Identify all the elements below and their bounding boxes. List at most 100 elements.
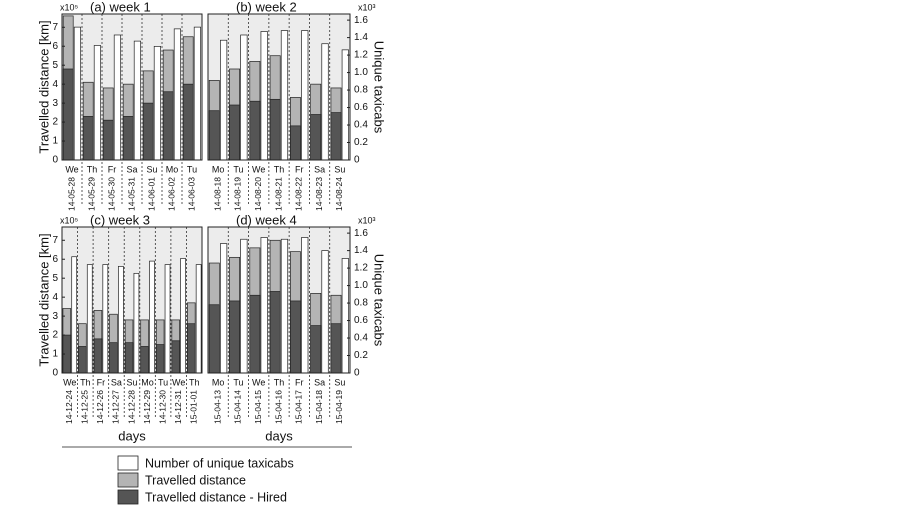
day-label: Mo bbox=[166, 164, 179, 174]
y-tick-label: 5 bbox=[52, 60, 58, 71]
taxicab-bar bbox=[133, 40, 141, 161]
date-label: 14-06-03 bbox=[186, 177, 196, 211]
date-label: 14-08-19 bbox=[233, 177, 243, 211]
legend-label: Travelled distance - Hired bbox=[145, 490, 287, 504]
date-label: 14-12-25 bbox=[80, 390, 90, 424]
hired-bar bbox=[290, 300, 301, 374]
y2-tick-label: 0.4 bbox=[354, 120, 368, 131]
day-label: Th bbox=[87, 164, 98, 174]
day-label: We bbox=[252, 377, 265, 387]
panel-title: (a) week 1 bbox=[90, 0, 151, 14]
day-label: Fr bbox=[97, 377, 106, 387]
day-label: Su bbox=[146, 164, 157, 174]
y-tick-label: 3 bbox=[52, 311, 58, 322]
date-label: 14-12-28 bbox=[126, 390, 136, 424]
hired-bar bbox=[155, 344, 165, 374]
date-label: 15-04-18 bbox=[314, 390, 324, 424]
y2-tick-label: 0.8 bbox=[354, 85, 368, 96]
day-label: Su bbox=[334, 377, 345, 387]
y2-tick-label: 0.6 bbox=[354, 102, 368, 113]
day-label: Fr bbox=[108, 164, 117, 174]
day-label: Th bbox=[80, 377, 91, 387]
y2-tick-label: 0.2 bbox=[354, 350, 368, 361]
taxicab-bar bbox=[180, 258, 186, 374]
day-label: Th bbox=[274, 164, 285, 174]
date-label: 15-04-14 bbox=[233, 390, 243, 424]
y-tick-label: 7 bbox=[52, 22, 58, 33]
day-label: Fr bbox=[295, 164, 304, 174]
date-label: 14-12-30 bbox=[157, 390, 167, 424]
hired-bar bbox=[109, 342, 118, 374]
hired-bar bbox=[310, 114, 322, 161]
hired-bar bbox=[162, 91, 174, 161]
y2-tick-label: 1.2 bbox=[354, 263, 368, 274]
hired-bar bbox=[171, 340, 180, 374]
hired-bar bbox=[187, 323, 196, 374]
date-label: 14-12-27 bbox=[111, 390, 121, 424]
taxicab-bar bbox=[280, 30, 289, 161]
day-label: We bbox=[252, 164, 265, 174]
y2-tick-label: 1.6 bbox=[354, 228, 368, 239]
y2-tick-label: 0 bbox=[354, 368, 360, 379]
hired-bar bbox=[249, 100, 261, 161]
panel-title: (b) week 2 bbox=[236, 0, 297, 14]
taxicab-bar bbox=[321, 250, 329, 374]
taxicab-bar bbox=[164, 264, 171, 374]
y-tick-label: 6 bbox=[52, 41, 58, 52]
day-label: We bbox=[63, 377, 76, 387]
date-label: 14-08-18 bbox=[212, 177, 222, 211]
hired-bar bbox=[269, 291, 281, 374]
taxicab-bar bbox=[86, 264, 93, 374]
day-label: Sa bbox=[314, 377, 325, 387]
y-tick-label: 0 bbox=[52, 368, 58, 379]
taxicab-bar bbox=[73, 26, 81, 161]
taxicab-bar bbox=[260, 237, 268, 374]
day-label: Th bbox=[274, 377, 285, 387]
y-tick-label: 1 bbox=[52, 349, 58, 360]
hired-bar bbox=[122, 116, 134, 161]
hired-bar bbox=[78, 346, 87, 374]
legend-label: Number of unique taxicabs bbox=[145, 456, 294, 470]
y-tick-label: 2 bbox=[52, 330, 58, 341]
day-label: Tu bbox=[187, 164, 197, 174]
y-multiplier: x10⁵ bbox=[60, 215, 79, 225]
date-label: 15-04-15 bbox=[253, 390, 263, 424]
y-tick-label: 6 bbox=[52, 254, 58, 265]
hired-bar bbox=[310, 325, 322, 374]
date-label: 14-08-20 bbox=[253, 177, 263, 211]
taxicab-bar bbox=[153, 45, 161, 161]
taxicab-bar bbox=[149, 260, 155, 374]
taxicab-bar bbox=[193, 26, 201, 161]
y-tick-label: 4 bbox=[52, 292, 58, 303]
y2-tick-label: 0 bbox=[354, 155, 360, 166]
day-label: Tu bbox=[233, 164, 243, 174]
y-tick-label: 2 bbox=[52, 117, 58, 128]
taxicab-bar bbox=[240, 238, 248, 374]
date-label: 14-12-24 bbox=[64, 390, 74, 424]
hired-bar bbox=[102, 119, 114, 161]
plot-frame bbox=[61, 13, 203, 161]
plot-frame bbox=[207, 13, 351, 161]
taxicab-bar bbox=[341, 49, 349, 161]
y-tick-label: 5 bbox=[52, 273, 58, 284]
y-tick-label: 3 bbox=[52, 98, 58, 109]
hired-bar bbox=[330, 112, 342, 161]
hired-bar bbox=[82, 116, 94, 161]
plot-frame bbox=[207, 226, 351, 374]
date-label: 14-06-02 bbox=[166, 177, 176, 211]
y2-multiplier: x10³ bbox=[358, 2, 376, 12]
day-label: Sa bbox=[314, 164, 325, 174]
hired-bar bbox=[229, 300, 240, 374]
y-tick-label: 7 bbox=[52, 235, 58, 246]
y-axis-label: Travelled distance [km] bbox=[36, 233, 51, 366]
y2-tick-label: 0.2 bbox=[354, 137, 368, 148]
taxicab-bar bbox=[260, 31, 268, 161]
day-label: Su bbox=[334, 164, 345, 174]
hired-bar bbox=[93, 338, 103, 374]
date-label: 15-04-16 bbox=[273, 390, 283, 424]
hired-bar bbox=[208, 110, 220, 161]
legend-swatch bbox=[117, 489, 139, 505]
taxicab-bar bbox=[71, 256, 78, 374]
hired-bar bbox=[140, 346, 149, 374]
